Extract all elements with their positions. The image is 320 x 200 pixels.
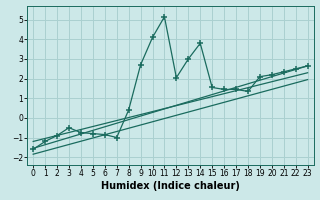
X-axis label: Humidex (Indice chaleur): Humidex (Indice chaleur) <box>101 181 240 191</box>
